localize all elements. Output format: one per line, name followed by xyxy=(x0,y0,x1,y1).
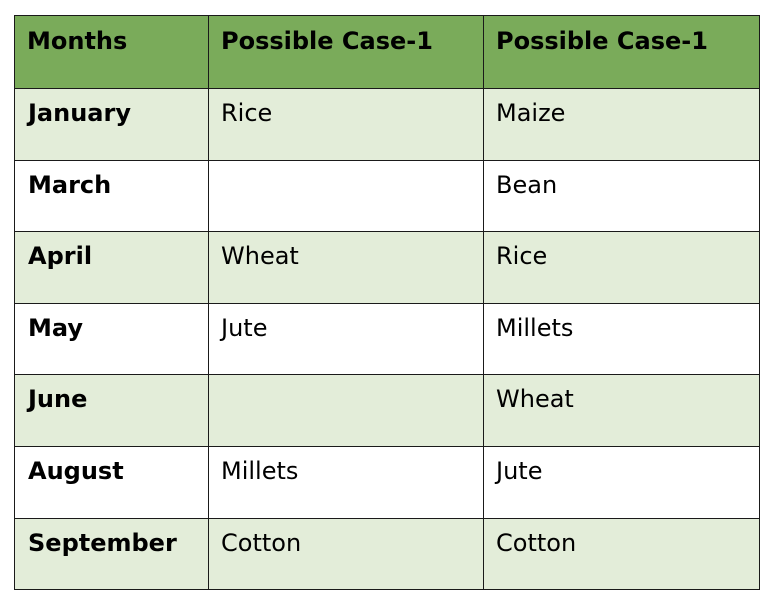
case1-cell: Millets xyxy=(208,445,484,519)
header-possible-case-1: Possible Case-1 xyxy=(208,15,484,89)
case1-cell xyxy=(208,374,484,447)
case2-cell: Jute xyxy=(483,445,760,519)
case2-cell: Cotton xyxy=(483,517,760,591)
case2-cell: Wheat xyxy=(483,374,760,447)
table-row: September Cotton Cotton xyxy=(14,517,760,591)
table-body: January Rice Maize March Bean April Whea… xyxy=(14,88,760,591)
month-cell: June xyxy=(14,374,209,447)
case2-cell: Rice xyxy=(483,231,760,304)
month-cell: March xyxy=(14,159,209,233)
table-row: August Millets Jute xyxy=(14,445,760,519)
table-row: April Wheat Rice xyxy=(14,231,760,304)
table-row: March Bean xyxy=(14,159,760,233)
table-row: January Rice Maize xyxy=(14,88,760,161)
crop-schedule-table: Months Possible Case-1 Possible Case-1 J… xyxy=(14,15,760,591)
month-cell: August xyxy=(14,445,209,519)
case1-cell xyxy=(208,159,484,233)
case1-cell: Cotton xyxy=(208,517,484,591)
table-header: Months Possible Case-1 Possible Case-1 xyxy=(14,15,760,89)
header-row: Months Possible Case-1 Possible Case-1 xyxy=(14,15,760,89)
case2-cell: Maize xyxy=(483,88,760,161)
month-cell: May xyxy=(14,302,209,376)
month-cell: April xyxy=(14,231,209,304)
month-cell: January xyxy=(14,88,209,161)
table-row: May Jute Millets xyxy=(14,302,760,376)
case2-cell: Bean xyxy=(483,159,760,233)
month-cell: September xyxy=(14,517,209,591)
header-months: Months xyxy=(14,15,209,89)
case1-cell: Rice xyxy=(208,88,484,161)
case1-cell: Jute xyxy=(208,302,484,376)
case1-cell: Wheat xyxy=(208,231,484,304)
header-possible-case-2: Possible Case-1 xyxy=(483,15,760,89)
table-row: June Wheat xyxy=(14,374,760,447)
case2-cell: Millets xyxy=(483,302,760,376)
